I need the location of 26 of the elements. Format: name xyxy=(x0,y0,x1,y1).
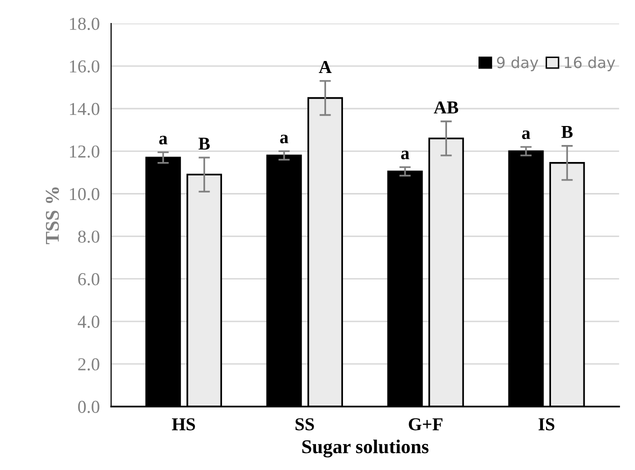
data-label: a xyxy=(159,136,168,144)
y-tick-label: 6.0 xyxy=(78,273,100,286)
x-tick-label: HS xyxy=(172,418,195,430)
legend-label: 16 day xyxy=(564,56,616,72)
legend-label: 9 day xyxy=(496,56,538,72)
y-tick-label: 18.0 xyxy=(70,18,100,30)
y-tick-label: 2.0 xyxy=(78,358,100,371)
x-tick-label: G+F xyxy=(408,418,442,430)
x-axis-title: Sugar solutions xyxy=(302,440,429,458)
data-label: A xyxy=(318,61,332,73)
data-label: AB xyxy=(434,101,458,114)
y-tick-label: 10.0 xyxy=(70,188,100,200)
data-label: B xyxy=(561,126,573,138)
x-tick-label: IS xyxy=(538,418,554,430)
y-tick-label: 16.0 xyxy=(70,60,100,73)
data-label: B xyxy=(198,138,210,150)
data-label: a xyxy=(280,134,288,144)
x-tick-label: SS xyxy=(296,418,314,430)
y-tick-label: 8.0 xyxy=(78,230,100,243)
y-tick-label: 14.0 xyxy=(70,102,100,116)
y-tick-label: 4.0 xyxy=(78,316,100,328)
y-axis-title: TSS % xyxy=(46,187,59,244)
y-tick-label: 0.0 xyxy=(78,400,100,414)
data-label: a xyxy=(401,150,410,160)
data-label: a xyxy=(522,130,530,140)
y-tick-label: 12.0 xyxy=(70,145,100,158)
